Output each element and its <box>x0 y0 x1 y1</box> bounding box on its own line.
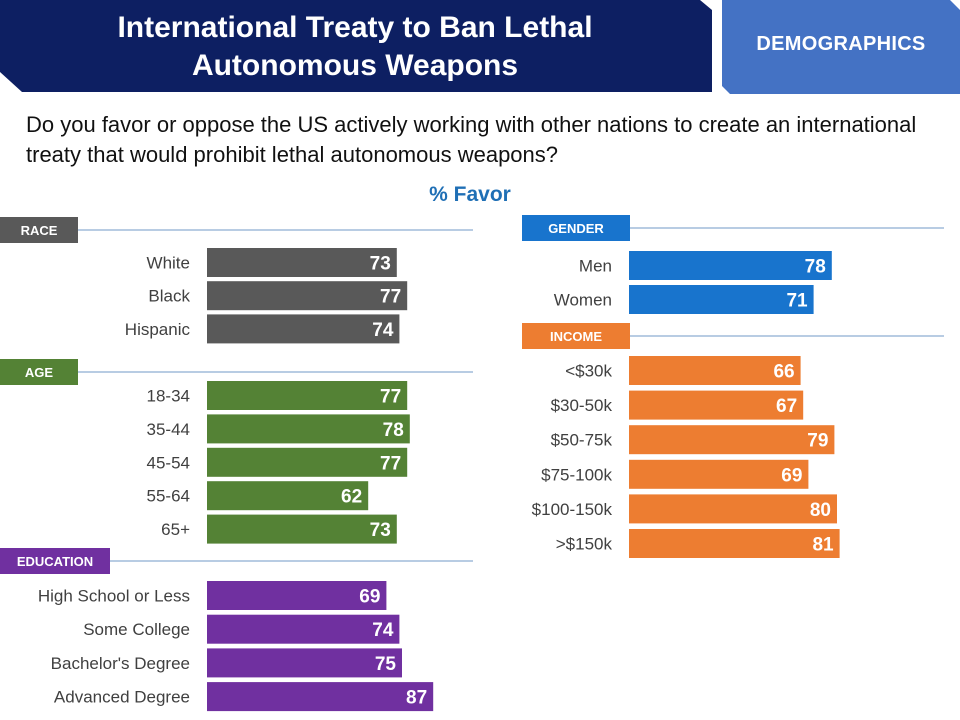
value-label-race-white: 73 <box>370 254 391 275</box>
group-label-education: EDUCATION <box>17 554 93 569</box>
title-banner <box>0 0 712 92</box>
category-label-education-bachelor-s-degree: Bachelor's Degree <box>51 654 190 673</box>
category-label-age-65: 65+ <box>161 520 190 539</box>
category-label-race-white: White <box>147 254 190 273</box>
category-label-race-black: Black <box>148 287 190 306</box>
bar-race-white <box>207 248 397 277</box>
bar-education-some-college <box>207 614 400 644</box>
bar-race-hispanic <box>207 314 400 344</box>
value-label-race-black: 77 <box>380 287 401 308</box>
value-label-age-45-54: 77 <box>380 453 401 474</box>
category-label-education-high-school-or-less: High School or Less <box>38 587 190 606</box>
category-label-gender-men: Men <box>579 257 612 276</box>
bar-age-65 <box>207 514 397 544</box>
value-label-race-hispanic: 74 <box>372 320 394 341</box>
category-label-age-55-64: 55-64 <box>147 487 190 506</box>
category-label-age-45-54: 45-54 <box>147 453 190 472</box>
bar-income-50-75k <box>629 425 835 455</box>
value-label-income-30-50k: 67 <box>776 396 797 417</box>
group-label-race: RACE <box>21 223 58 238</box>
value-label-age-65: 73 <box>370 520 391 541</box>
category-label-income-30k: <$30k <box>565 362 612 381</box>
title-line-1: International Treaty to Ban Lethal <box>117 11 593 44</box>
category-label-age-18-34: 18-34 <box>147 387 190 406</box>
category-label-income-100-150k: $100-150k <box>532 500 613 519</box>
value-label-age-55-64: 62 <box>341 487 362 508</box>
title-line-2: Autonomous Weapons <box>191 49 519 82</box>
group-tag-gender <box>522 215 630 241</box>
group-tag-income <box>522 323 630 349</box>
value-label-income-100-150k: 80 <box>810 500 831 521</box>
bar-income-30k <box>629 356 801 385</box>
category-label-education-some-college: Some College <box>83 620 190 639</box>
category-label-age-35-44: 35-44 <box>147 420 190 439</box>
bar-income-30-50k <box>629 390 804 420</box>
category-label-education-advanced-degree: Advanced Degree <box>54 688 190 707</box>
group-tag-race <box>0 217 78 243</box>
value-label-education-some-college: 74 <box>372 620 394 641</box>
category-label-income-30-50k: $30-50k <box>551 396 613 415</box>
value-label-education-advanced-degree: 87 <box>406 688 427 709</box>
value-label-education-high-school-or-less: 69 <box>359 587 380 608</box>
bar-education-high-school-or-less <box>207 581 387 610</box>
bar-gender-women <box>629 285 814 314</box>
group-tag-age <box>0 359 78 385</box>
demographics-tab-label: DEMOGRAPHICS <box>756 33 926 55</box>
bar-education-bachelor-s-degree <box>207 648 402 678</box>
value-label-income-50-75k: 79 <box>807 431 828 452</box>
value-label-gender-men: 78 <box>805 257 826 278</box>
value-label-gender-women: 71 <box>786 291 808 312</box>
category-label-income-150k: >$150k <box>556 535 613 554</box>
bar-age-35-44 <box>207 414 410 444</box>
group-tag-education <box>0 548 110 574</box>
group-label-age: AGE <box>25 365 54 380</box>
bar-income-150k <box>629 529 840 558</box>
category-label-gender-women: Women <box>554 291 612 310</box>
value-label-income-30k: 66 <box>773 362 794 383</box>
bar-age-55-64 <box>207 481 369 511</box>
value-label-age-35-44: 78 <box>383 420 404 441</box>
bar-income-75-100k <box>629 459 809 489</box>
value-label-income-75-100k: 69 <box>781 465 802 486</box>
group-label-gender: GENDER <box>548 221 604 236</box>
survey-question: Do you favor or oppose the US actively w… <box>26 112 917 167</box>
group-label-income: INCOME <box>550 329 602 344</box>
bar-race-black <box>207 281 408 311</box>
category-label-race-hispanic: Hispanic <box>125 320 191 339</box>
bar-age-18-34 <box>207 381 408 410</box>
chart-subtitle: % Favor <box>429 183 511 206</box>
category-label-income-75-100k: $75-100k <box>541 465 612 484</box>
bar-gender-men <box>629 251 832 280</box>
demographics-tab[interactable] <box>716 0 960 94</box>
value-label-income-150k: 81 <box>812 535 834 556</box>
value-label-age-18-34: 77 <box>380 387 401 408</box>
value-label-education-bachelor-s-degree: 75 <box>375 654 397 675</box>
bar-education-advanced-degree <box>207 682 434 712</box>
category-label-income-50-75k: $50-75k <box>551 431 613 450</box>
bar-age-45-54 <box>207 447 408 477</box>
bar-income-100-150k <box>629 494 837 524</box>
